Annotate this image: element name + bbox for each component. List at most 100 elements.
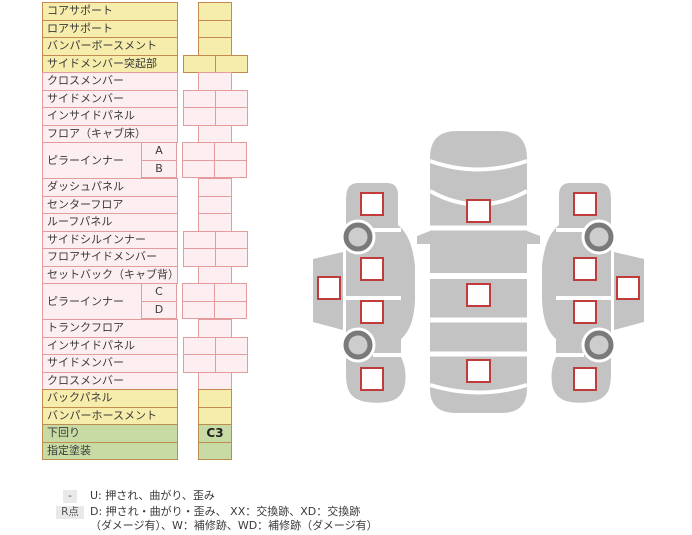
damage-cell[interactable] [198, 389, 232, 408]
table-subrow: A [141, 142, 248, 161]
damage-cell[interactable] [198, 371, 232, 390]
damage-cell[interactable] [198, 406, 232, 425]
table-row: インサイドパネル [42, 107, 249, 126]
damage-cell-area [183, 248, 249, 267]
table-row: サイドシルインナー [42, 230, 249, 249]
part-label: サイドメンバー [42, 354, 178, 373]
damage-cell-area [183, 195, 249, 214]
legend-row-u: - U: 押され、曲がり、歪み [53, 489, 378, 504]
table-row: バンパーボースメント [42, 37, 249, 56]
damage-cell-left[interactable] [182, 142, 215, 161]
part-sublabel: D [141, 300, 177, 319]
table-row: バンパーホースメント [42, 406, 249, 425]
damage-cell[interactable]: C3 [198, 424, 232, 443]
damage-cell-area [183, 2, 249, 21]
table-row-pair: ピラーインナー C D [42, 283, 249, 320]
damage-cell-right[interactable] [215, 354, 248, 373]
marker-top-roof[interactable] [466, 283, 491, 307]
damage-cell-left[interactable] [183, 230, 216, 249]
damage-cell-left[interactable] [183, 354, 216, 373]
damage-cell-left[interactable] [183, 89, 216, 108]
part-label: フロアサイドメンバー [42, 248, 178, 267]
marker-left-rear-fender[interactable] [360, 367, 384, 391]
damage-cell-area [182, 283, 248, 302]
damage-cell-right[interactable] [215, 230, 248, 249]
part-label: ピラーインナー [42, 142, 142, 179]
marker-right-greenhouse[interactable] [616, 276, 640, 300]
legend: - U: 押され、曲がり、歪み R点 D: 押され・曲がり・歪み、 XX：交換跡… [53, 489, 378, 535]
damage-cell-right[interactable] [215, 89, 248, 108]
damage-cell-area [183, 37, 249, 56]
damage-cell-left[interactable] [183, 336, 216, 355]
damage-cell[interactable] [198, 265, 232, 284]
part-label: ルーフパネル [42, 213, 178, 232]
part-sublabel: B [141, 159, 177, 178]
legend-row-r: R点 D: 押され・曲がり・歪み、 XX：交換跡、XD：交換跡 （ダメージ有）、… [53, 505, 378, 534]
damage-cell-right[interactable] [214, 142, 247, 161]
damage-cell-left[interactable] [183, 107, 216, 126]
marker-left-front-fender[interactable] [360, 192, 384, 216]
damage-cell-right[interactable] [214, 159, 247, 178]
damage-cell[interactable] [198, 195, 232, 214]
damage-cell-left[interactable] [182, 283, 215, 302]
part-sublabel: C [141, 283, 177, 302]
part-label: バンパーホースメント [42, 406, 178, 425]
marker-top-trunk[interactable] [466, 359, 491, 383]
table-row: インサイドパネル [42, 336, 249, 355]
damage-cell-right[interactable] [214, 283, 247, 302]
damage-cell-right[interactable] [215, 336, 248, 355]
table-subrow: C [141, 283, 248, 302]
marker-right-front-fender[interactable] [573, 192, 597, 216]
table-row: サイドメンバー [42, 354, 249, 373]
marker-right-rear-door[interactable] [573, 300, 597, 324]
damage-cell-area [183, 72, 249, 91]
damage-cell-area [183, 89, 249, 108]
damage-cell-area [182, 142, 248, 161]
part-label: フロア（キャブ床） [42, 124, 178, 143]
damage-cell-right[interactable] [214, 300, 247, 319]
legend-badge-rpoint: R点 [56, 505, 84, 519]
parts-table: コアサポート ロアサポート バンパーボースメント サイドメンバー突起部 クロスメンバーサ… [42, 2, 249, 460]
damage-cell[interactable] [198, 213, 232, 232]
damage-cell-area [183, 389, 249, 408]
damage-cell-area [183, 265, 249, 284]
table-row: 指定塗装 [42, 441, 249, 460]
damage-cell-left[interactable] [183, 248, 216, 267]
part-label: センターフロア [42, 195, 178, 214]
damage-cell[interactable] [198, 441, 232, 460]
damage-cell-right[interactable] [215, 248, 248, 267]
marker-right-rear-fender[interactable] [573, 367, 597, 391]
table-row: クロスメンバー [42, 371, 249, 390]
marker-right-front-door[interactable] [573, 257, 597, 281]
damage-cell-area [183, 336, 249, 355]
table-subrow: B [141, 159, 248, 178]
damage-cell[interactable] [198, 19, 232, 38]
damage-cell-right[interactable] [215, 107, 248, 126]
marker-top-hood[interactable] [466, 199, 491, 223]
table-row: サイドメンバー [42, 89, 249, 108]
damage-cell[interactable] [198, 124, 232, 143]
damage-cell-left[interactable] [182, 159, 215, 178]
car-diagram [311, 131, 646, 413]
right-mirror [527, 231, 540, 244]
table-row: フロア（キャブ床） [42, 124, 249, 143]
table-row: トランクフロア [42, 319, 249, 338]
damage-cell[interactable] [198, 319, 232, 338]
part-label: ピラーインナー [42, 283, 142, 320]
damage-cell[interactable] [198, 178, 232, 197]
damage-cell-right[interactable] [215, 54, 248, 73]
part-sublabel: A [141, 142, 177, 161]
table-row: クロスメンバー [42, 72, 249, 91]
damage-cell-left[interactable] [183, 54, 216, 73]
damage-cell[interactable] [198, 2, 232, 21]
damage-cell-left[interactable] [182, 300, 215, 319]
table-row: コアサポート [42, 2, 249, 21]
part-label: サイドメンバー突起部 [42, 54, 178, 73]
marker-left-greenhouse[interactable] [317, 276, 341, 300]
marker-left-front-door[interactable] [360, 257, 384, 281]
damage-cell-area [183, 107, 249, 126]
part-label: サイドシルインナー [42, 230, 178, 249]
damage-cell[interactable] [198, 37, 232, 56]
damage-cell[interactable] [198, 72, 232, 91]
marker-left-rear-door[interactable] [360, 300, 384, 324]
